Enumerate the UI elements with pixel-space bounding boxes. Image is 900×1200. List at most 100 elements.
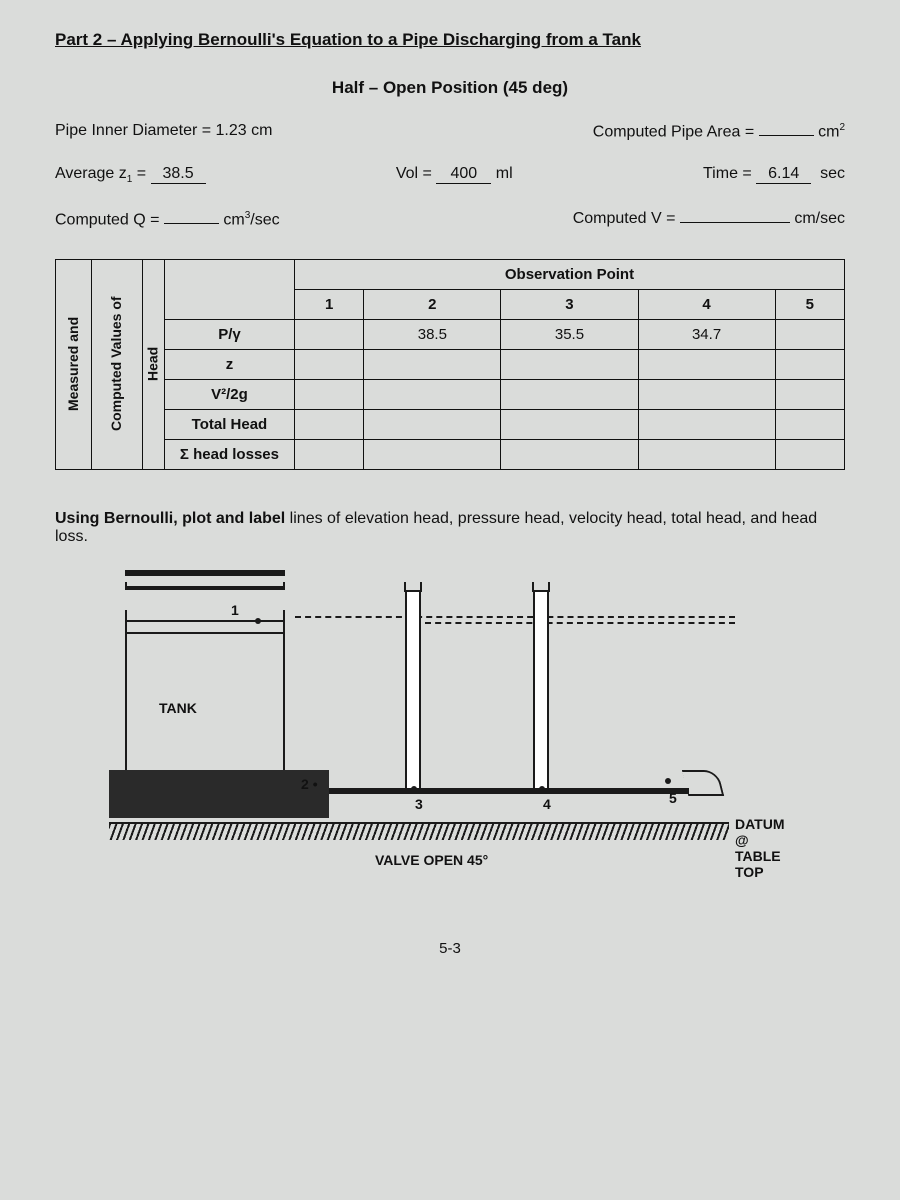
side-label-2: Computed Values of — [91, 259, 142, 469]
row-z: z — [56, 349, 845, 379]
col-4: 4 — [638, 289, 775, 319]
cell[interactable] — [501, 439, 638, 469]
v-blank[interactable] — [680, 222, 790, 223]
param-row-1: Pipe Inner Diameter = 1.23 cm Computed P… — [55, 122, 845, 141]
datum-hatch-icon — [109, 822, 729, 840]
param-row-2: Average z1 = 38.5 Vol = 400 ml Time = 6.… — [55, 165, 845, 185]
point-3: 3 — [415, 796, 423, 812]
cell[interactable] — [294, 349, 363, 379]
time-val[interactable]: 6.14 — [756, 165, 811, 184]
standpipe-1-icon — [405, 590, 421, 790]
point-5: 5 — [669, 790, 677, 806]
cell[interactable] — [638, 439, 775, 469]
avg-z: Average z1 = 38.5 — [55, 165, 206, 185]
cell[interactable] — [775, 439, 844, 469]
v-unit: cm/sec — [794, 210, 845, 227]
cell[interactable]: 35.5 — [501, 319, 638, 349]
cell[interactable] — [638, 409, 775, 439]
vol-unit: ml — [496, 165, 513, 182]
row-label-v22g: V²/2g — [164, 379, 294, 409]
computed-q: Computed Q = cm3/sec — [55, 210, 280, 229]
blank-corner — [164, 259, 294, 319]
computed-v: Computed V = cm/sec — [573, 210, 845, 229]
water-line-2-icon — [127, 632, 283, 634]
cell[interactable] — [501, 409, 638, 439]
observation-table: Measured and Computed Values of Head Obs… — [55, 259, 845, 470]
cell[interactable] — [294, 409, 363, 439]
cell[interactable] — [294, 319, 363, 349]
tank-base-icon — [109, 770, 329, 818]
dot-4-icon — [539, 786, 545, 792]
row-label-z: z — [164, 349, 294, 379]
cell[interactable] — [775, 409, 844, 439]
dashed-line-2-icon — [425, 622, 735, 624]
subtitle: Half – Open Position (45 deg) — [55, 78, 845, 98]
row-v2-2g: V²/2g — [56, 379, 845, 409]
pipe-diagram: TANK 1 2 • 3 4 5 DATUM @ TABLE TOP VALVE… — [95, 560, 775, 900]
p2dot: • — [313, 776, 318, 792]
cell[interactable] — [294, 379, 363, 409]
valve-label: VALVE OPEN 45° — [375, 852, 488, 868]
cell[interactable] — [294, 439, 363, 469]
area-unit: cm — [818, 123, 839, 140]
point-4: 4 — [543, 796, 551, 812]
row-total-head: Total Head — [56, 409, 845, 439]
page-number: 5-3 — [55, 940, 845, 957]
area-label-text: Computed Pipe Area = — [593, 123, 754, 140]
standpipe-2-icon — [533, 590, 549, 790]
dot-3-icon — [411, 786, 417, 792]
vol-label: Vol = — [396, 165, 436, 182]
tank-top-icon — [125, 570, 285, 576]
cell[interactable]: 34.7 — [638, 319, 775, 349]
q-unit-pre: cm — [223, 211, 244, 228]
q-label: Computed Q = — [55, 211, 160, 228]
cell[interactable] — [638, 379, 775, 409]
area-unit-sup: 2 — [839, 122, 845, 133]
cell[interactable] — [364, 349, 501, 379]
datum-2: TABLE TOP — [735, 848, 785, 880]
point-2: 2 • — [301, 776, 318, 792]
vol-val[interactable]: 400 — [436, 165, 491, 184]
q-blank[interactable] — [164, 223, 219, 224]
z-label: Average z — [55, 165, 127, 182]
cell[interactable]: 38.5 — [364, 319, 501, 349]
cell[interactable] — [638, 349, 775, 379]
row-label-total: Total Head — [164, 409, 294, 439]
pipe-diameter-label: Pipe Inner Diameter = 1.23 cm — [55, 122, 272, 141]
cell[interactable] — [501, 349, 638, 379]
time-unit: sec — [820, 165, 845, 182]
vol: Vol = 400 ml — [396, 165, 513, 185]
q-unit-post: /sec — [250, 211, 279, 228]
col-5: 5 — [775, 289, 844, 319]
time-label: Time = — [703, 165, 756, 182]
col-3: 3 — [501, 289, 638, 319]
z-eq: = — [132, 165, 150, 182]
row-head-losses: Σ head losses — [56, 439, 845, 469]
v-label: Computed V = — [573, 210, 676, 227]
cell[interactable] — [364, 379, 501, 409]
group-header: Observation Point — [294, 259, 844, 289]
cell[interactable] — [364, 409, 501, 439]
cell[interactable] — [775, 319, 844, 349]
area-blank[interactable] — [759, 135, 814, 136]
spout-icon — [682, 770, 724, 796]
datum-label: DATUM @ TABLE TOP — [735, 816, 785, 880]
cell[interactable] — [775, 349, 844, 379]
tank-lid-side-icon — [125, 582, 285, 590]
section-title: Part 2 – Applying Bernoulli's Equation t… — [55, 30, 845, 50]
instruction: Using Bernoulli, plot and label lines of… — [55, 510, 845, 546]
col-1: 1 — [294, 289, 363, 319]
row-pgamma: P/γ 38.5 35.5 34.7 — [56, 319, 845, 349]
cell[interactable] — [364, 439, 501, 469]
col-2: 2 — [364, 289, 501, 319]
dot-1-icon — [255, 618, 261, 624]
tank-wall-right-icon — [283, 610, 285, 770]
cell[interactable] — [501, 379, 638, 409]
side-label-3: Head — [142, 259, 164, 469]
pipe-icon — [329, 788, 689, 794]
cell[interactable] — [775, 379, 844, 409]
row-label-losses: Σ head losses — [164, 439, 294, 469]
tank-label: TANK — [159, 700, 197, 716]
p2num: 2 — [301, 776, 309, 792]
z-val[interactable]: 38.5 — [151, 165, 206, 184]
